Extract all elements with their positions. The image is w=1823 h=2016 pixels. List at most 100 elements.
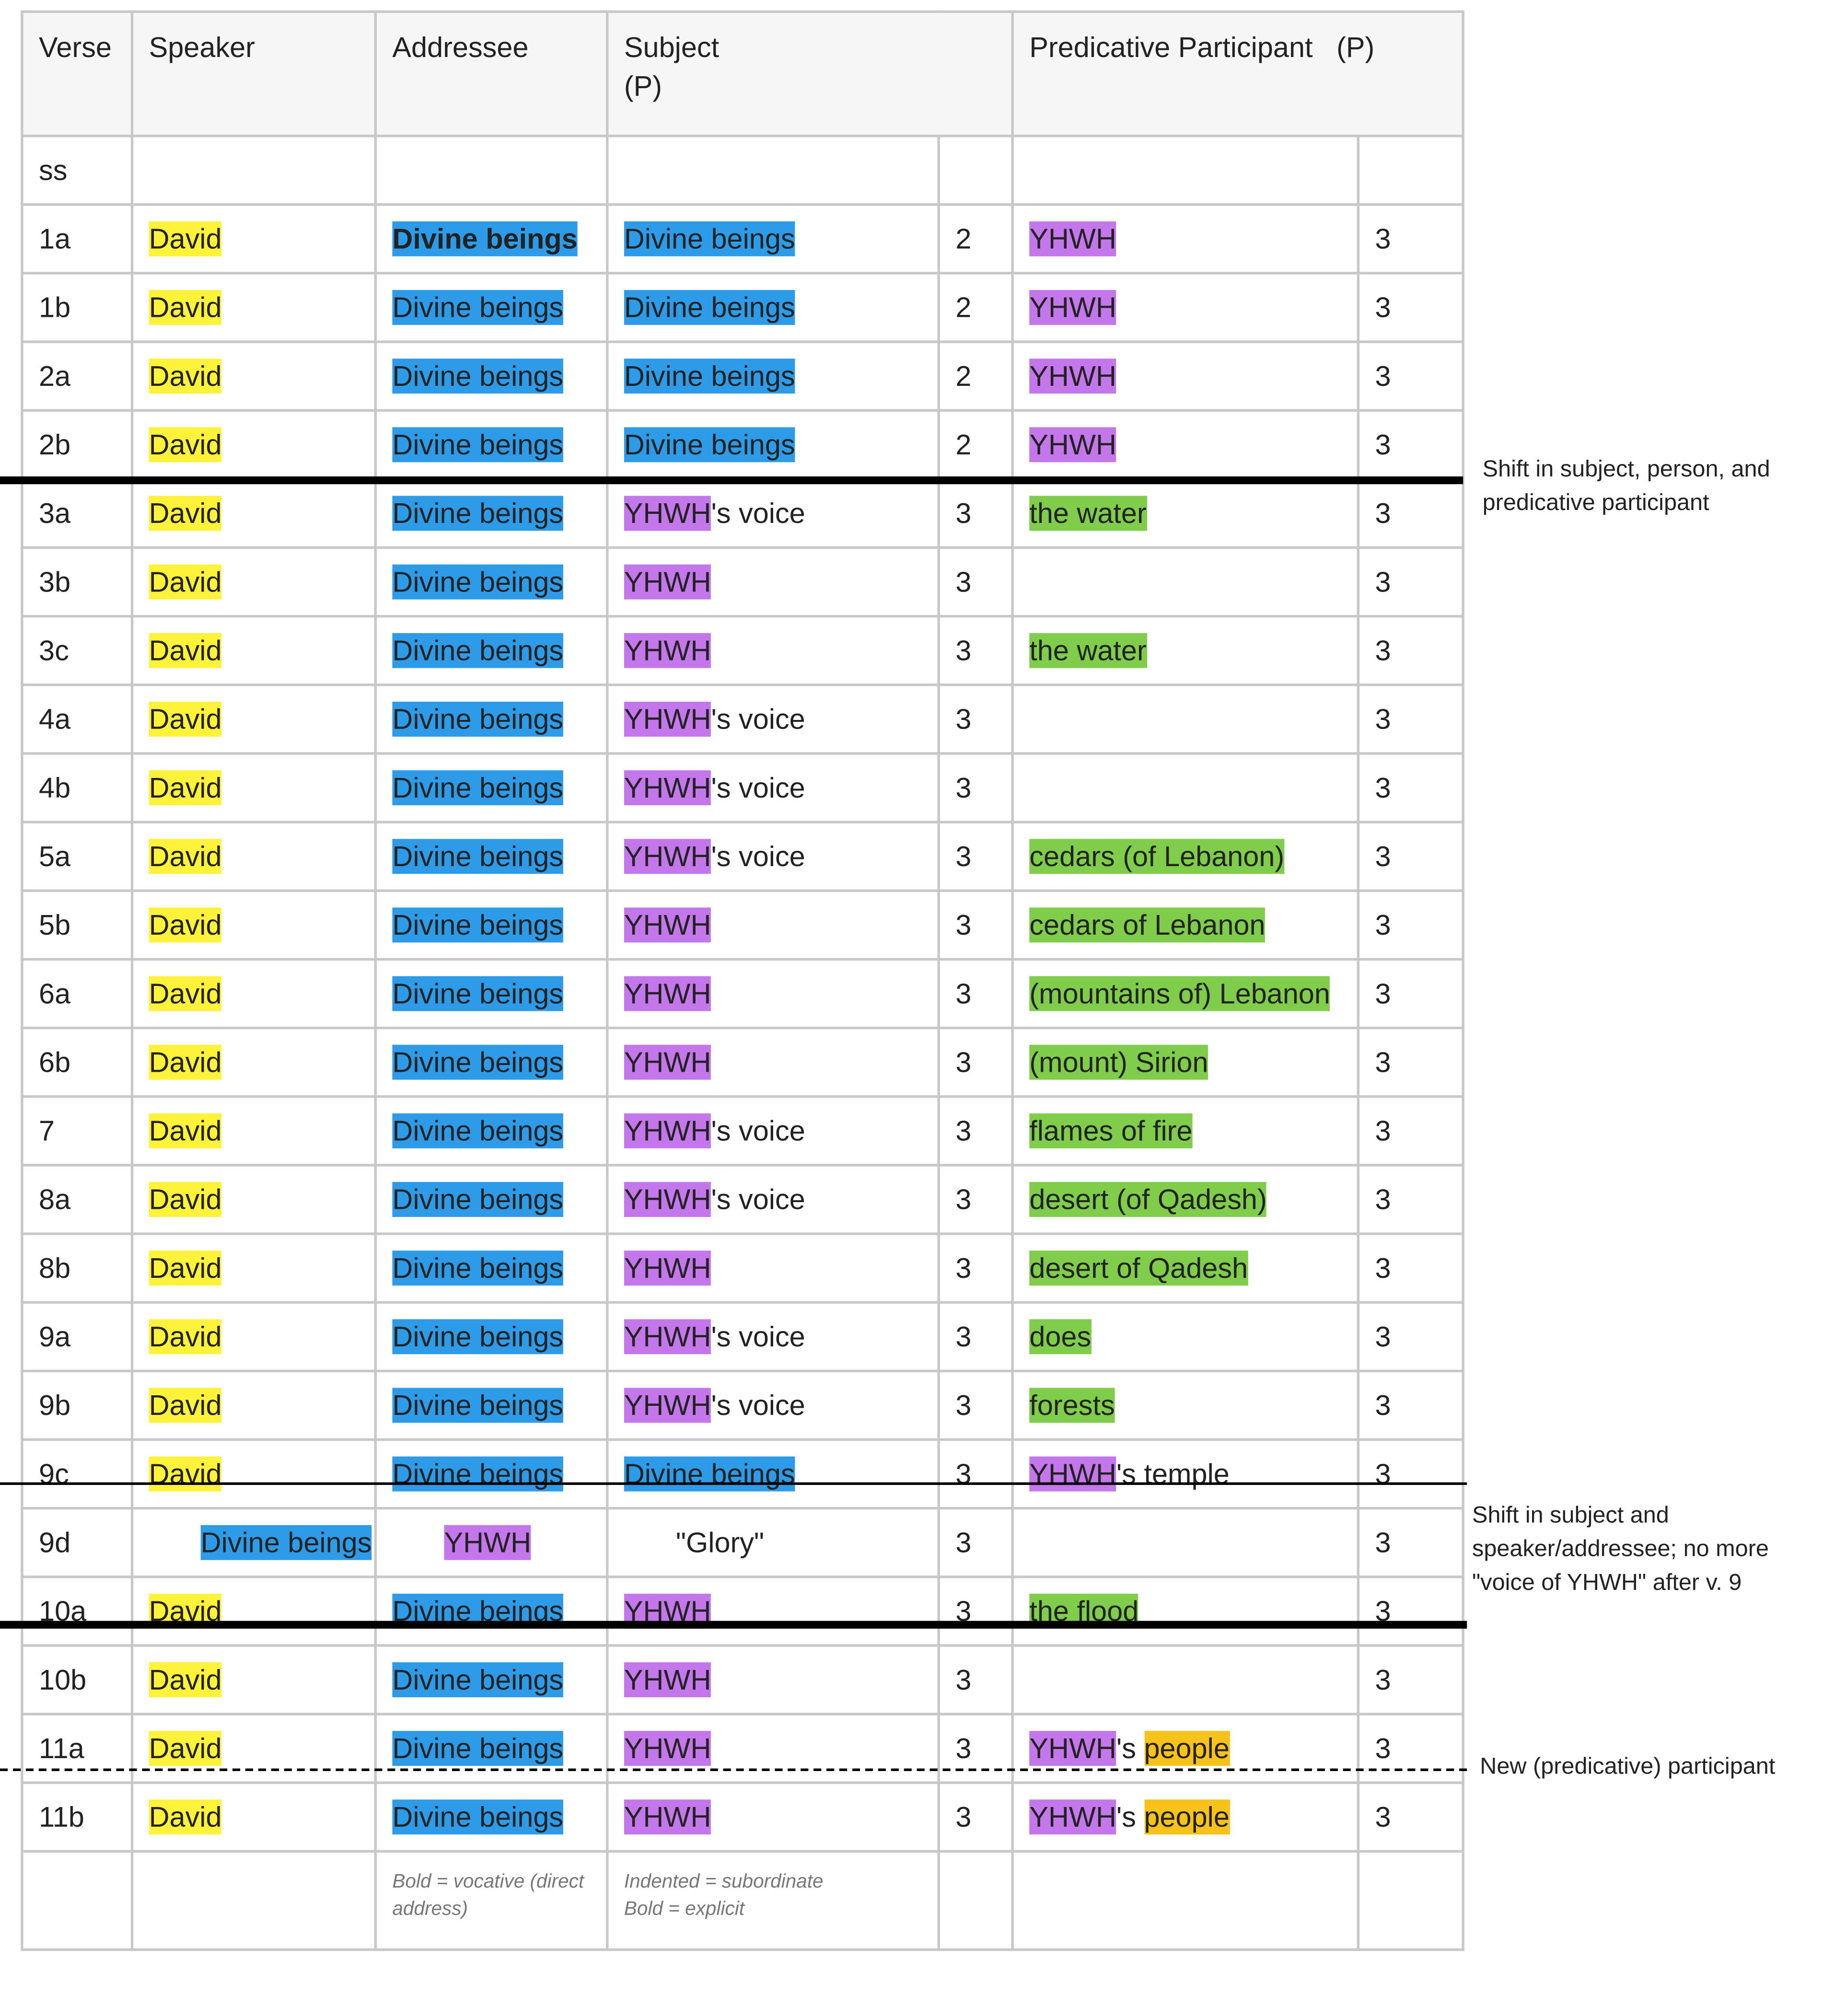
predicative-person-cell: 3 xyxy=(1357,1232,1464,1304)
predicative-person: 3 xyxy=(1375,908,1391,941)
speaker-highlight: David xyxy=(149,1387,222,1423)
predicative-text: (mountains of) Lebanon xyxy=(1029,975,1330,1011)
verse-label: 9d xyxy=(39,1526,71,1558)
predicative-cell: flames of fire xyxy=(1011,1095,1360,1167)
legend-subject-cell: Indented = subordinate Bold = explicit xyxy=(606,1850,940,1951)
addressee-cell: Divine beings xyxy=(374,889,609,961)
subject-cell: YHWH xyxy=(606,1576,940,1647)
speaker-highlight: David xyxy=(149,1044,222,1079)
predicative-person: 3 xyxy=(1375,1800,1391,1833)
predicative-person: 3 xyxy=(1375,839,1391,872)
divider-after-10b xyxy=(0,1768,1467,1771)
predicative-person: 3 xyxy=(1375,1526,1391,1558)
speaker-text: David xyxy=(149,495,222,531)
addressee-text: YHWH xyxy=(392,1524,532,1560)
table-row: 8b David Divine beings YHWH 3 desert of Qades… xyxy=(21,1232,1464,1304)
predicative-person-cell: 3 xyxy=(1357,1301,1464,1373)
subject-person-cell: 3 xyxy=(937,1644,1014,1715)
predicative-text: YHWH's temple xyxy=(1029,1456,1230,1491)
predicative-highlight: desert (of Qadesh) xyxy=(1029,1181,1267,1217)
predicative-person: 3 xyxy=(1375,565,1391,598)
predicative-cell: does xyxy=(1011,1301,1360,1373)
verse-label: 9b xyxy=(39,1388,71,1421)
subject-cell: YHWH xyxy=(606,614,940,686)
subject-person: 3 xyxy=(955,1800,972,1833)
speaker-text: David xyxy=(149,1181,222,1217)
subject-person: 3 xyxy=(955,565,972,598)
predicative-text: forests xyxy=(1029,1387,1115,1423)
predicative-text: YHWH xyxy=(1029,220,1116,256)
table-row: 10a David Divine beings YHWH 3 the flood 3 xyxy=(21,1576,1464,1647)
predicative-possessive: 's xyxy=(1116,1731,1144,1764)
predicative-cell: YHWH's people xyxy=(1011,1713,1360,1784)
subject-highlight: YHWH xyxy=(624,1730,711,1765)
addressee-highlight: Divine beings xyxy=(392,1112,564,1148)
verse-cell: 4a xyxy=(21,684,134,755)
addressee-cell: Divine beings xyxy=(374,546,609,618)
predicative-person: 3 xyxy=(1375,1320,1391,1353)
speaker-text: David xyxy=(149,289,222,324)
addressee-cell: Divine beings xyxy=(374,1781,609,1853)
speaker-text: David xyxy=(149,632,222,668)
verse-cell: 2b xyxy=(21,409,134,481)
addressee-highlight: Divine beings xyxy=(392,975,564,1011)
legend-empty-pp xyxy=(1357,1850,1464,1951)
addressee-cell: Divine beings xyxy=(374,958,609,1030)
addressee-highlight: Divine beings xyxy=(392,1661,564,1697)
addressee-highlight: Divine beings xyxy=(392,838,564,873)
verse-label: 8b xyxy=(39,1251,71,1284)
addressee-text: Divine beings xyxy=(392,426,564,462)
verse-label: 7 xyxy=(39,1114,55,1147)
subject-person: 2 xyxy=(955,359,972,392)
addressee-cell: Divine beings xyxy=(374,752,609,823)
subject-person: 3 xyxy=(955,496,972,529)
addressee-highlight: Divine beings xyxy=(392,769,564,805)
subject-cell: YHWH's voice xyxy=(606,477,940,549)
predicative-possessive: 's xyxy=(1116,1800,1144,1833)
addressee-highlight: Divine beings xyxy=(392,1250,564,1285)
addressee-text: Divine beings xyxy=(392,1044,564,1079)
subject-highlight: YHWH xyxy=(624,1044,711,1079)
subject-text: Divine beings xyxy=(624,358,795,393)
verse-label: 1a xyxy=(39,222,71,255)
legend-addressee: Bold = vocative (direct address) xyxy=(392,1868,606,1923)
predicative-person-cell: 3 xyxy=(1357,1026,1464,1098)
addressee-text: Divine beings xyxy=(392,495,564,531)
verse-label: 1b xyxy=(39,290,71,323)
table-row: 9a David Divine beings YHWH's voice 3 does 3 xyxy=(21,1301,1464,1373)
subject-suffix: 's voice xyxy=(711,496,805,529)
ss-label: ss xyxy=(21,134,134,206)
subject-person-cell: 2 xyxy=(937,203,1014,275)
legend-subject: Indented = subordinate Bold = explicit xyxy=(624,1868,938,1923)
addressee-text: Divine beings xyxy=(392,1112,564,1148)
addressee-text: Divine beings xyxy=(392,1181,564,1217)
predicative-cell xyxy=(1011,546,1360,618)
subject-person-cell: 3 xyxy=(937,1232,1014,1304)
predicative-highlight: YHWH xyxy=(1029,289,1116,324)
addressee-cell: Divine beings xyxy=(374,1369,609,1441)
subject-person-cell: 3 xyxy=(937,1713,1014,1784)
table-row: 9d Divine beings YHWH "Glory" 3 3 xyxy=(21,1506,1464,1578)
speaker-cell: David xyxy=(130,752,377,823)
subject-person: 3 xyxy=(955,1251,972,1284)
table-row: 4a David Divine beings YHWH's voice 3 3 xyxy=(21,684,1464,755)
speaker-highlight: David xyxy=(149,220,222,256)
subject-person-cell: 2 xyxy=(937,272,1014,343)
speaker-text: David xyxy=(149,975,222,1011)
subject-highlight: YHWH xyxy=(624,975,711,1011)
predicative-cell xyxy=(1011,1506,1360,1578)
predicative-text: does xyxy=(1029,1318,1091,1354)
verse-label: 3b xyxy=(39,565,71,598)
speaker-cell: David xyxy=(130,1644,377,1715)
subject-cell: YHWH's voice xyxy=(606,1095,940,1167)
predicative-text: desert (of Qadesh) xyxy=(1029,1181,1267,1217)
subject-person: 3 xyxy=(955,1182,972,1215)
speaker-cell: David xyxy=(130,684,377,755)
addressee-text: Divine beings xyxy=(392,1250,564,1285)
predicative-person-cell: 3 xyxy=(1357,272,1464,343)
verse-cell: 2a xyxy=(21,340,134,412)
speaker-highlight: David xyxy=(149,975,222,1011)
predicative-highlight: does xyxy=(1029,1318,1091,1354)
subject-text: Divine beings xyxy=(624,289,795,324)
addressee-cell: Divine beings xyxy=(374,1438,609,1510)
